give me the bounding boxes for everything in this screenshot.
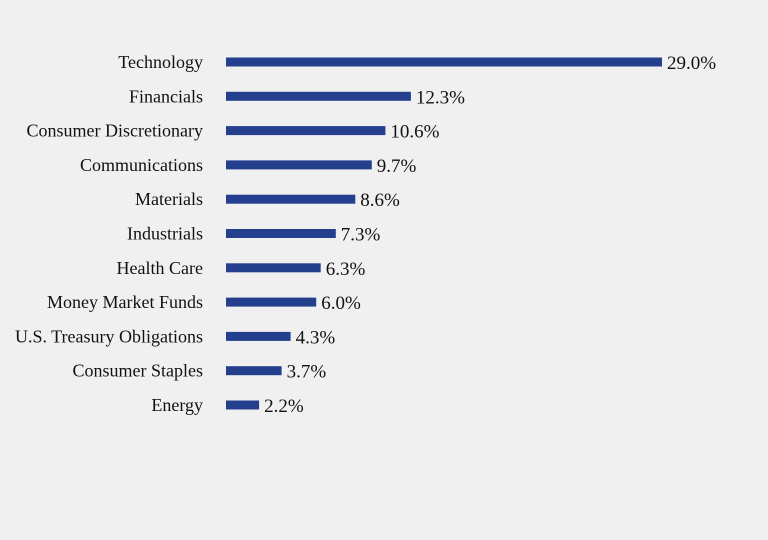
value-label-financials: 12.3% bbox=[416, 87, 465, 108]
bar-health-care bbox=[226, 263, 321, 273]
category-label-industrials: Industrials bbox=[127, 224, 203, 244]
bar-consumer-discretionary bbox=[226, 126, 386, 136]
category-label-consumer-staples: Consumer Staples bbox=[73, 361, 204, 381]
category-label-energy: Energy bbox=[151, 395, 203, 415]
category-label-financials: Financials bbox=[129, 86, 203, 106]
value-label-consumer-staples: 3.7% bbox=[287, 362, 327, 383]
value-label-energy: 2.2% bbox=[264, 396, 304, 417]
category-label-materials: Materials bbox=[135, 189, 203, 209]
value-label-materials: 8.6% bbox=[360, 190, 400, 211]
category-label-consumer-discretionary: Consumer Discretionary bbox=[27, 121, 203, 141]
bar-u-s-treasury-obligations bbox=[226, 331, 291, 341]
category-label-technology: Technology bbox=[118, 52, 203, 72]
value-labels-group: 29.0% 12.3% 10.6% 9.7% 8.6% 7.3% 6.3% 6.0% 4.3% 3… bbox=[264, 53, 716, 417]
bar-money-market-funds bbox=[226, 297, 317, 307]
bar-industrials bbox=[226, 229, 336, 238]
value-label-consumer-discretionary: 10.6% bbox=[390, 122, 439, 143]
value-label-industrials: 7.3% bbox=[341, 225, 381, 246]
bar-consumer-staples bbox=[226, 366, 282, 376]
category-label-health-care: Health Care bbox=[117, 258, 203, 278]
bar-financials bbox=[226, 91, 411, 101]
bar-technology bbox=[226, 57, 662, 67]
bar-materials bbox=[226, 194, 356, 204]
bars-group bbox=[226, 57, 662, 410]
value-label-communications: 9.7% bbox=[377, 156, 417, 177]
value-label-health-care: 6.3% bbox=[326, 259, 366, 280]
value-label-u-s-treasury-obligations: 4.3% bbox=[296, 327, 336, 348]
category-label-u-s-treasury-obligations: U.S. Treasury Obligations bbox=[15, 326, 203, 346]
category-labels-group: Technology Financials Consumer Discretiona… bbox=[15, 52, 203, 415]
bar-energy bbox=[226, 400, 260, 410]
bar-communications bbox=[226, 160, 372, 170]
value-label-money-market-funds: 6.0% bbox=[321, 293, 361, 314]
category-label-money-market-funds: Money Market Funds bbox=[47, 292, 203, 312]
value-label-technology: 29.0% bbox=[667, 53, 716, 74]
category-label-communications: Communications bbox=[80, 155, 203, 175]
